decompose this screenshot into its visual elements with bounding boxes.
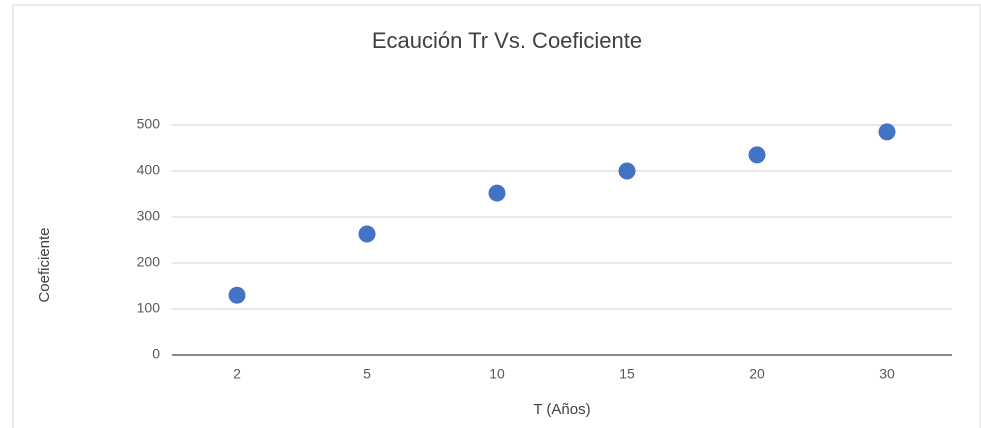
y-tick-label: 300	[137, 208, 161, 224]
point	[878, 123, 896, 141]
point	[618, 162, 636, 180]
point	[228, 286, 246, 304]
x-tick-label: 10	[489, 366, 505, 382]
y-tick-label: 0	[152, 346, 160, 362]
point	[748, 146, 766, 164]
y-tick-label: 100	[137, 300, 161, 316]
chart-border	[12, 4, 981, 428]
x-tick-label: 20	[749, 366, 765, 382]
chart-title: Ecaución Tr Vs. Coeficiente	[372, 28, 642, 53]
point	[358, 225, 376, 243]
x-tick-label: 15	[619, 366, 635, 382]
x-axis-title: T (Años)	[533, 401, 590, 418]
y-axis-title: Coeficiente	[36, 227, 53, 302]
y-tick-label: 500	[137, 116, 161, 132]
x-tick-label: 30	[879, 366, 895, 382]
y-tick-label: 200	[137, 254, 161, 270]
x-tick-label: 5	[363, 366, 371, 382]
y-tick-label: 400	[137, 162, 161, 178]
x-tick-label: 2	[233, 366, 241, 382]
point	[488, 184, 506, 202]
